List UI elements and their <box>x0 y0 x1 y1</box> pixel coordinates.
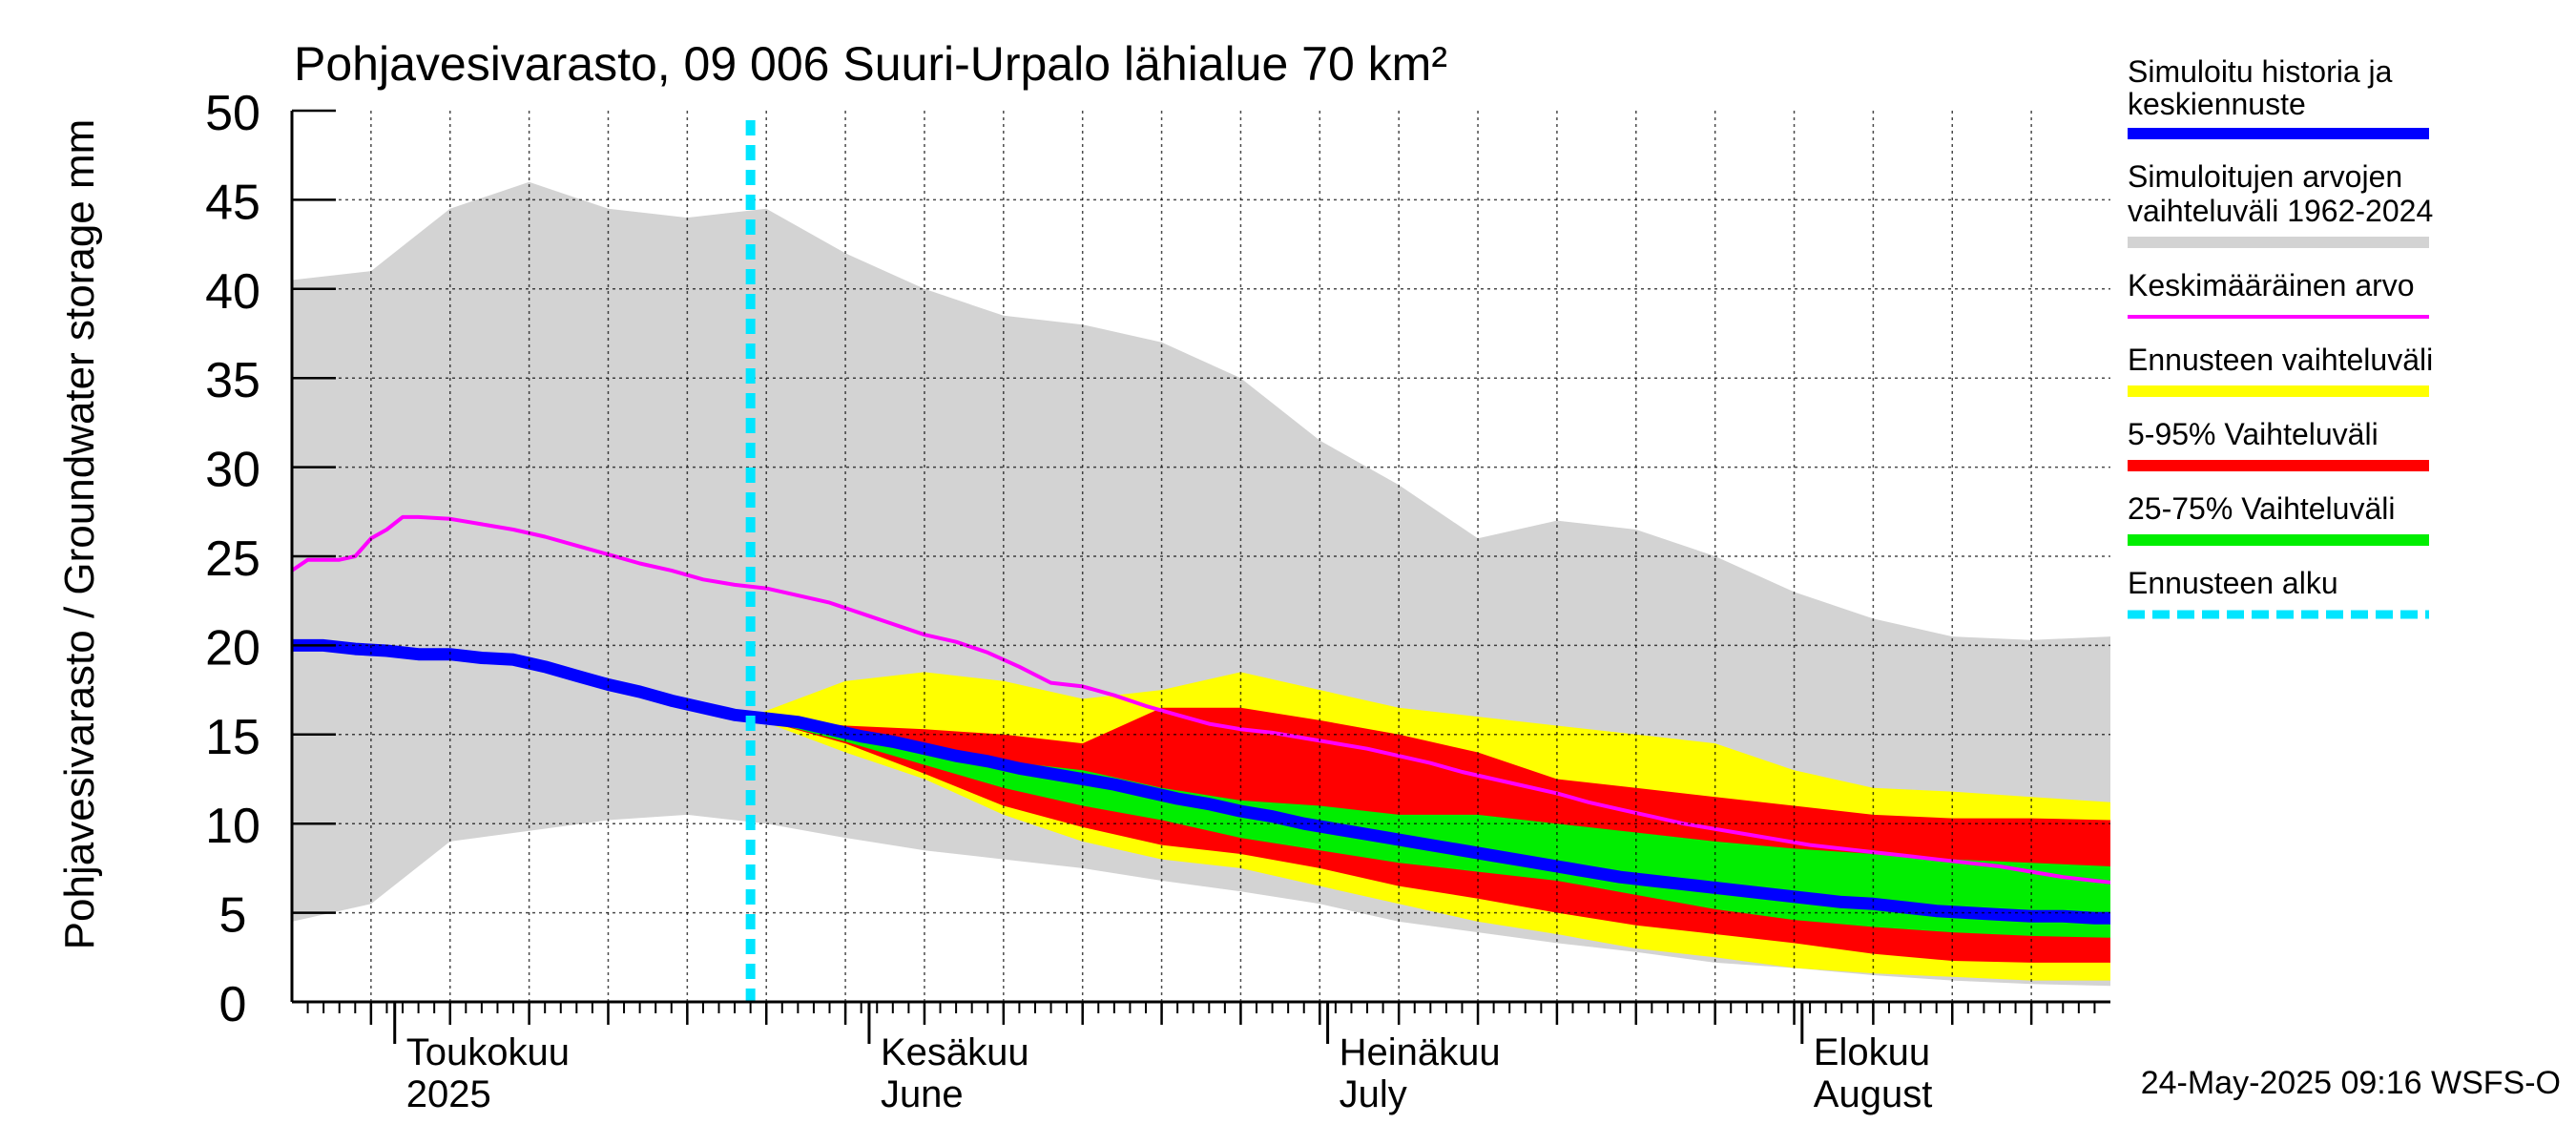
y-axis-label: Pohjavesivarasto / Groundwater storage m… <box>56 119 103 950</box>
legend-label: Simuloitu historia ja <box>2128 54 2393 89</box>
legend-label: 25-75% Vaihteluväli <box>2128 491 2395 526</box>
plot-area: 05101520253035404550Toukokuu2025KesäkuuJ… <box>205 86 2110 1115</box>
y-tick-label: 30 <box>205 443 260 498</box>
legend-label: Keskimääräinen arvo <box>2128 268 2415 302</box>
chart-title: Pohjavesivarasto, 09 006 Suuri-Urpalo lä… <box>294 37 1447 91</box>
month-label: Toukokuu <box>406 1031 570 1073</box>
month-label-2: June <box>881 1073 964 1115</box>
month-label: Kesäkuu <box>881 1031 1029 1073</box>
y-tick-label: 0 <box>219 977 247 1032</box>
series-layer <box>292 181 2110 987</box>
y-tick-label: 40 <box>205 264 260 320</box>
y-tick-label: 35 <box>205 353 260 408</box>
month-label-2: 2025 <box>406 1073 491 1115</box>
band-3 <box>750 717 2110 938</box>
y-tick-label: 10 <box>205 799 260 854</box>
legend-label-2: keskiennuste <box>2128 87 2306 121</box>
y-tick-label: 45 <box>205 175 260 230</box>
y-tick-label: 5 <box>219 888 247 944</box>
month-label-2: July <box>1340 1073 1407 1115</box>
legend-label: 5-95% Vaihteluväli <box>2128 417 2379 451</box>
y-tick-label: 50 <box>205 86 260 141</box>
y-tick-label: 20 <box>205 620 260 676</box>
legend-label: Simuloitujen arvojen <box>2128 159 2402 194</box>
legend-label: Ennusteen vaihteluväli <box>2128 343 2433 377</box>
y-tick-label: 25 <box>205 531 260 587</box>
series-line-1 <box>292 638 2110 925</box>
timestamp-label: 24-May-2025 09:16 WSFS-O <box>2141 1065 2561 1101</box>
legend-label-2: vaihteluväli 1962-2024 <box>2128 194 2433 228</box>
month-label: Heinäkuu <box>1340 1031 1501 1073</box>
grid-lines <box>292 111 2110 1002</box>
month-label-2: August <box>1814 1073 1933 1115</box>
y-tick-label: 15 <box>205 710 260 765</box>
series-line-0 <box>292 514 2110 885</box>
month-label: Elokuu <box>1814 1031 1930 1073</box>
legend-label: Ennusteen alku <box>2128 566 2338 600</box>
